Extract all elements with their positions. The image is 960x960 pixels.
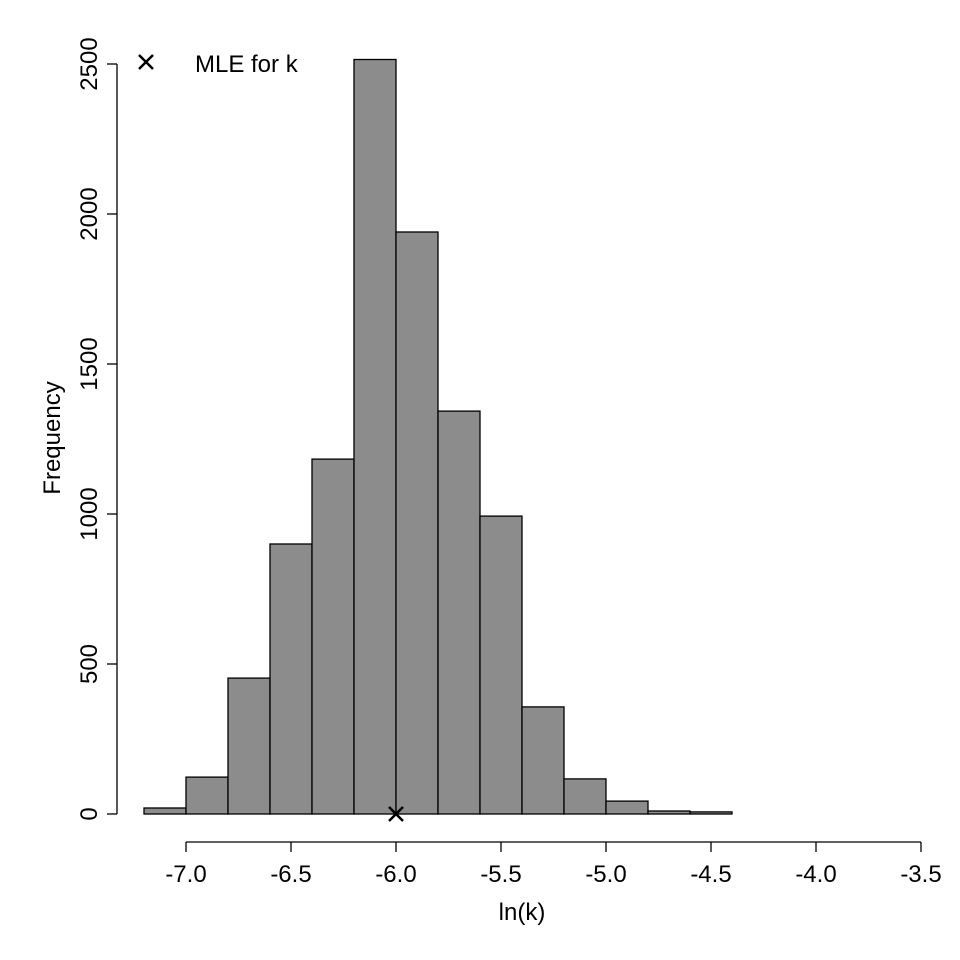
x-tick-label: -5.5 (480, 861, 521, 888)
histogram-bar (395, 231, 439, 815)
histogram-bar (437, 410, 481, 815)
histogram-bar (479, 515, 523, 815)
x-tick-label: -4.0 (795, 861, 836, 888)
histogram-bar (689, 811, 733, 815)
x-tick-label: -3.5 (900, 861, 941, 888)
x-tick-label: -6.0 (375, 861, 416, 888)
y-tick-label: 1500 (76, 337, 103, 390)
x-tick-label: -6.5 (270, 861, 311, 888)
y-tick-label: 2500 (76, 37, 103, 90)
histogram-bar (227, 677, 271, 815)
y-axis-label: Frequency (39, 381, 66, 494)
y-tick-label: 2000 (76, 187, 103, 240)
x-tick-label: -5.0 (585, 861, 626, 888)
histogram-bar (521, 706, 565, 815)
histogram-bar (185, 776, 229, 815)
y-tick-label: 500 (76, 644, 103, 684)
histogram-bar (311, 458, 355, 815)
x-axis-label: ln(k) (499, 899, 546, 926)
legend-x-marker-icon (138, 54, 154, 70)
histogram-bar (269, 543, 313, 815)
legend: MLE for k (138, 51, 299, 78)
y-tick-label: 1000 (76, 487, 103, 540)
x-tick-label: -7.0 (165, 861, 206, 888)
histogram-bar (563, 778, 607, 815)
histogram-bar (143, 807, 187, 815)
histogram-bar (353, 58, 397, 815)
histogram-bar (605, 800, 649, 815)
histogram-bar (647, 810, 691, 815)
x-tick-label: -4.5 (690, 861, 731, 888)
mle-marker (388, 806, 404, 822)
legend-label: MLE for k (195, 51, 299, 78)
y-tick-label: 0 (76, 807, 103, 820)
